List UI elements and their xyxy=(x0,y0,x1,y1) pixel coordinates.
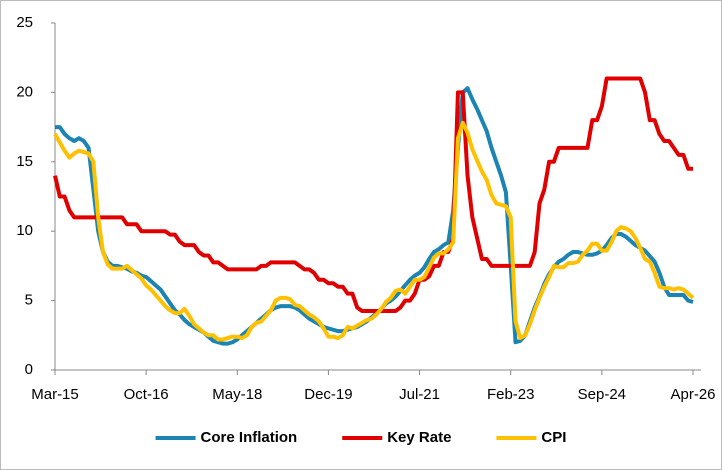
legend-item: Key Rate xyxy=(342,429,451,446)
y-tick-label: 20 xyxy=(16,83,33,100)
x-tick-label: Dec-19 xyxy=(304,386,352,403)
legend: Core Inflation Key Rate CPI xyxy=(155,429,566,446)
legend-item: Core Inflation xyxy=(155,429,298,446)
x-tick-label: Apr-26 xyxy=(670,386,715,403)
y-tick-label: 10 xyxy=(16,222,33,239)
y-tick-label: 15 xyxy=(16,153,33,170)
x-tick-label: Mar-15 xyxy=(31,386,79,403)
y-tick-label: 5 xyxy=(25,292,33,309)
plot-area: 0 5 10 15 20 25 Mar-15 Oct-16 May-18 Dec-19 Jul-21… xyxy=(16,14,715,403)
y-tick-label: 25 xyxy=(16,14,33,31)
y-tick-label: 0 xyxy=(25,361,33,378)
legend-item: CPI xyxy=(496,429,566,446)
series-line xyxy=(53,120,695,342)
series-line xyxy=(53,76,693,314)
x-tick-label: Sep-24 xyxy=(578,386,626,403)
x-tick-label: Oct-16 xyxy=(124,386,169,403)
x-tick-label: Feb-23 xyxy=(487,386,535,403)
legend-label: Core Inflation xyxy=(201,429,298,446)
x-tick-label: Jul-21 xyxy=(399,386,440,403)
legend-label: Key Rate xyxy=(387,429,451,446)
legend-label: CPI xyxy=(541,429,566,446)
x-tick-label: May-18 xyxy=(212,386,262,403)
